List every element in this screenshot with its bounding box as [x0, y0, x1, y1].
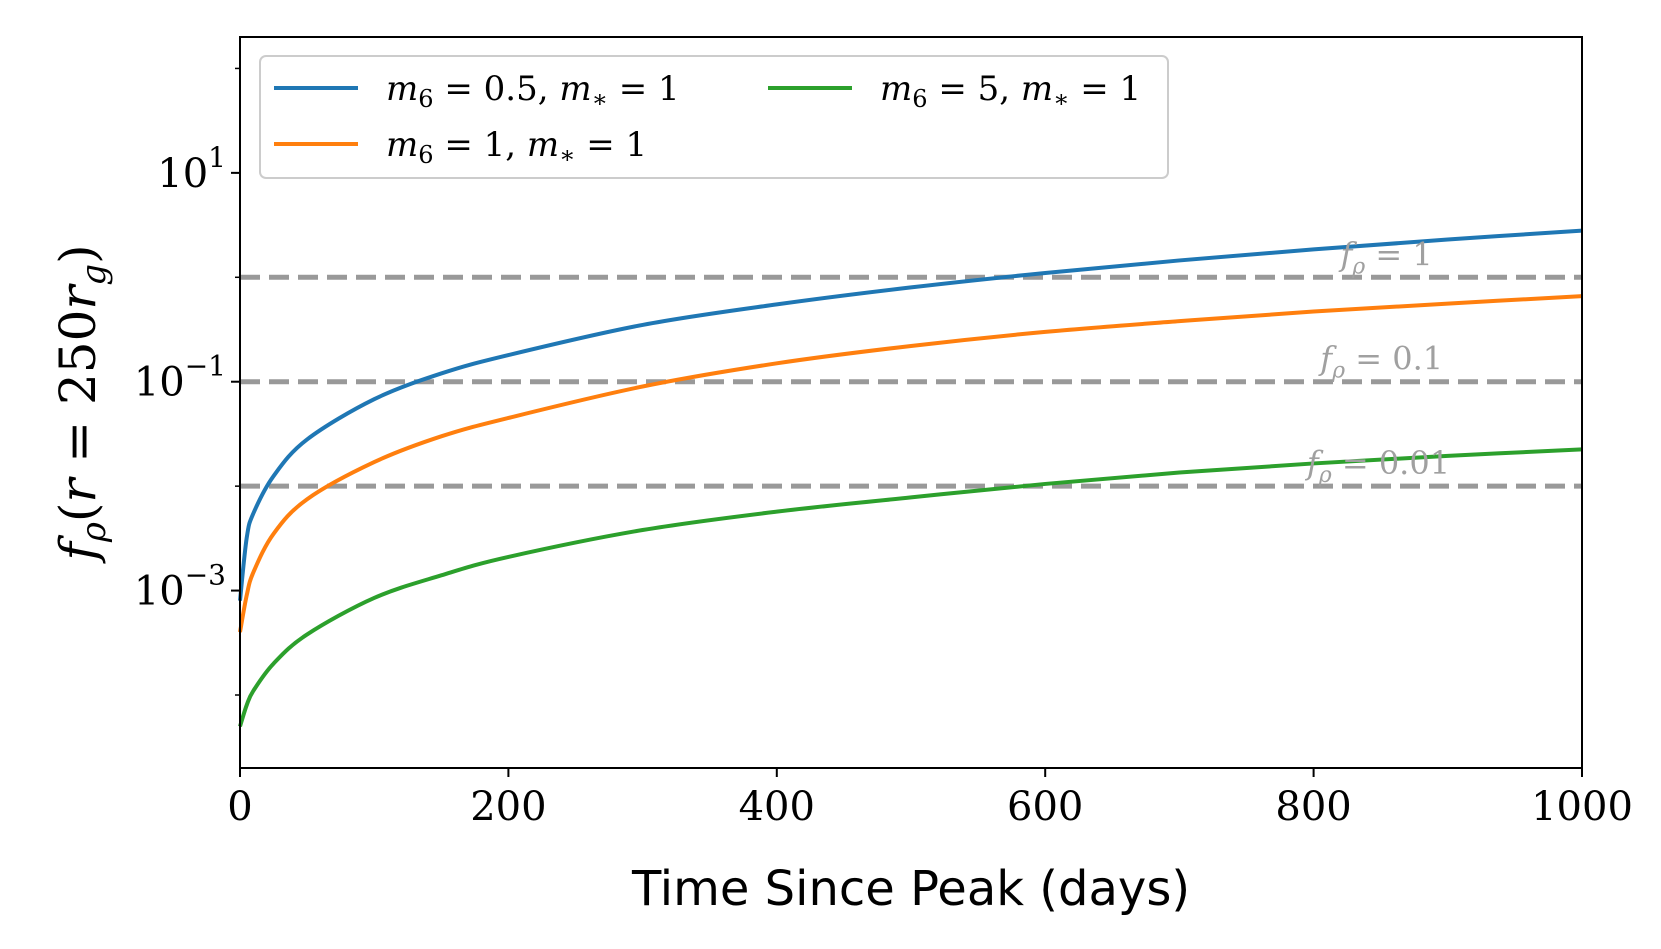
y-axis-label: fρ(r = 250rg): [49, 244, 114, 564]
legend: m6 = 0.5, m∗ = 1 m6 = 1, m∗ = 1 m6 = 5, m∗…: [259, 55, 1169, 179]
legend-label: m6 = 5, m∗ = 1: [880, 69, 1141, 113]
reference-labels: fρ = 1 fρ = 0.1 fρ = 0.01: [1305, 235, 1450, 488]
x-tick-label: 800: [1275, 784, 1351, 830]
y-tick-label: 101: [157, 141, 226, 197]
x-axis-ticks: 0 200 400 600 800 1000: [227, 768, 1633, 830]
series-lines: [238, 228, 1583, 728]
x-tick-label: 1000: [1531, 784, 1633, 830]
series-line-green: [238, 447, 1583, 728]
legend-label: m6 = 1, m∗ = 1: [386, 125, 647, 169]
plot-frame: [239, 36, 1583, 769]
y-label-eq: = 250: [49, 310, 107, 479]
legend-label: m6 = 0.5, m∗ = 1: [386, 69, 680, 113]
x-tick-label: 0: [227, 784, 252, 830]
x-tick-label: 600: [1007, 784, 1083, 830]
series-line-orange: [238, 294, 1583, 633]
y-label-r2: r: [49, 283, 107, 310]
legend-box: [259, 55, 1169, 179]
reference-label-1: fρ = 0.1: [1318, 340, 1443, 384]
legend-item-orange: m6 = 1, m∗ = 1: [274, 125, 647, 169]
legend-item-blue: m6 = 0.5, m∗ = 1: [274, 69, 680, 113]
y-label-r2-sub: g: [74, 264, 114, 286]
y-tick-label: 10−1: [134, 350, 226, 406]
y-tick-label: 10−3: [134, 559, 226, 615]
reference-label-0: fρ = 1: [1338, 235, 1432, 279]
series-line-blue: [238, 228, 1583, 601]
reference-lines: [240, 274, 1582, 489]
reference-label-2: fρ = 0.01: [1305, 444, 1450, 488]
y-axis-ticks: 101 10−1 10−3: [134, 67, 240, 696]
x-axis-label: Time Since Peak (days): [631, 861, 1190, 917]
x-tick-label: 200: [470, 784, 546, 830]
legend-item-green: m6 = 5, m∗ = 1: [768, 69, 1141, 113]
x-tick-label: 400: [739, 784, 815, 830]
y-label-close: ): [49, 244, 107, 264]
y-label-r: r: [49, 476, 107, 503]
y-label-open: (: [49, 503, 107, 523]
y-label-f-sub: ρ: [74, 522, 114, 543]
